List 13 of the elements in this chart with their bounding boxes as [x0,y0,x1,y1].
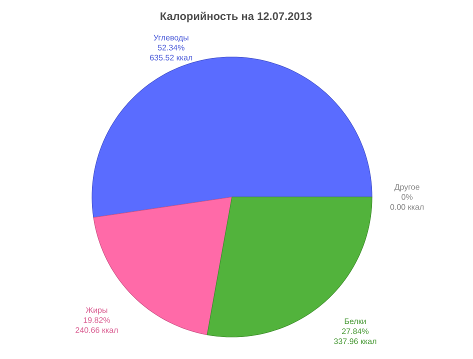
text: 635.52 ккал [150,54,192,60]
data-label: 52.34% [158,44,184,50]
slice-label: Жиры [86,307,108,314]
text: 0% [402,194,413,200]
text: 240.66 ккал [76,327,118,333]
category-label: Другое [394,184,420,192]
data-label: 27.84% [342,328,369,334]
data-label: 19.82% [84,317,110,323]
slice-label: Белки [344,318,366,324]
text: 0.00 ккал [390,204,424,210]
text: 337.96 ккал [334,338,376,344]
slice-label: Углеводы [154,34,188,42]
chart-title: Калорийность на 12.07.2013 [160,12,312,22]
